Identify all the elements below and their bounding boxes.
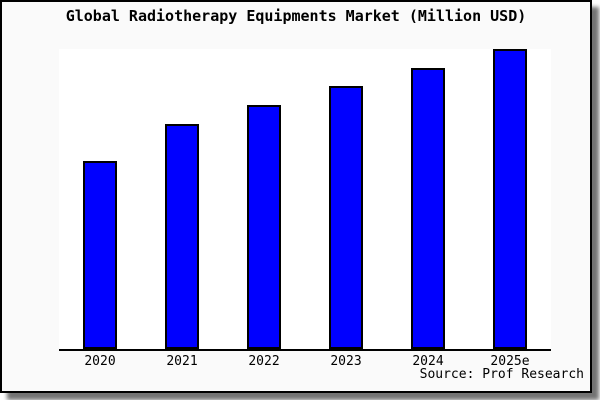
bar — [165, 124, 199, 349]
x-tick-label: 2020 — [84, 354, 116, 369]
chart-frame: Global Radiotherapy Equipments Market (M… — [0, 0, 592, 393]
x-tick-label: 2024 — [412, 354, 444, 369]
plot-area — [59, 49, 551, 351]
x-tick-label: 2021 — [166, 354, 198, 369]
bar — [329, 86, 363, 349]
bar — [247, 105, 281, 349]
x-tick-label: 2022 — [248, 354, 280, 369]
bar — [493, 49, 527, 349]
chart-title: Global Radiotherapy Equipments Market (M… — [65, 7, 527, 25]
x-tick-label: 2025e — [490, 354, 530, 369]
bar — [83, 161, 117, 349]
x-tick-label: 2023 — [330, 354, 362, 369]
x-axis-tick-labels: 2020 2021 2022 2023 2024 2025e — [59, 354, 551, 369]
bar — [411, 68, 445, 349]
source-attribution: Source: Prof Research — [419, 367, 584, 382]
bars-container — [59, 49, 551, 349]
